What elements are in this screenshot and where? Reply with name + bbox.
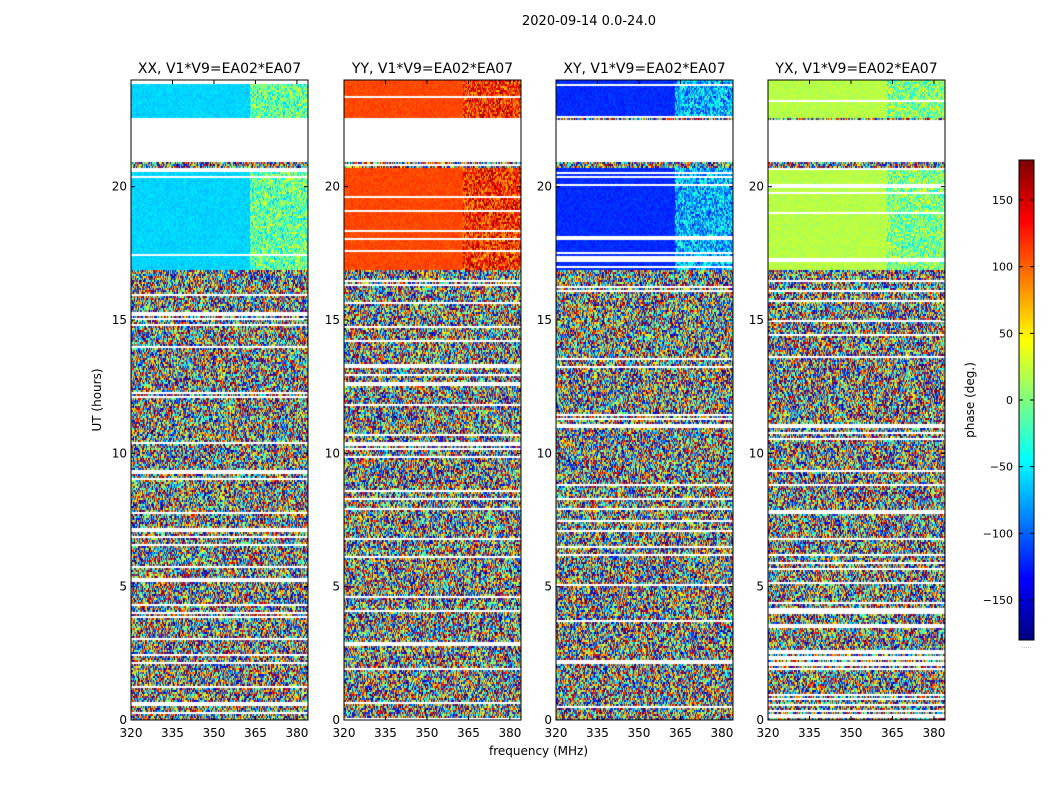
x-tick-label: 350 — [628, 726, 651, 740]
colorbar-tick-label: −100 — [983, 527, 1013, 540]
x-tick-label: 365 — [457, 726, 480, 740]
x-tick-label: 380 — [285, 726, 308, 740]
y-tick-label: 10 — [325, 446, 340, 460]
panel-frame — [130, 79, 309, 721]
colorbar-tick-label: −50 — [990, 461, 1013, 474]
y-tick-label: 15 — [749, 313, 764, 327]
y-tick-label: 10 — [537, 446, 552, 460]
x-tick-label: 320 — [333, 726, 356, 740]
y-tick-label: 15 — [537, 313, 552, 327]
y-tick-label: 20 — [537, 180, 552, 194]
heatmap-3 — [556, 80, 733, 720]
y-tick-label: 5 — [544, 580, 552, 594]
y-axis-label: UT (hours) — [90, 368, 104, 431]
panel-title: XX, V1*V9=EA02*EA07 — [138, 61, 301, 77]
x-tick-label: 380 — [498, 726, 521, 740]
x-tick-label: 335 — [586, 726, 609, 740]
x-tick-label: 350 — [203, 726, 226, 740]
x-tick-label: 320 — [120, 726, 143, 740]
colorbar-tick-label: 100 — [992, 261, 1013, 274]
x-tick-label: 335 — [798, 726, 821, 740]
panel-frame — [555, 79, 734, 721]
x-tick-label: 380 — [710, 726, 733, 740]
y-tick-label: 0 — [756, 713, 764, 727]
x-tick-label: 365 — [669, 726, 692, 740]
y-tick-label: 5 — [756, 580, 764, 594]
panel-frame — [343, 79, 522, 721]
panel-title: XY, V1*V9=EA02*EA07 — [563, 61, 725, 77]
heatmap-2 — [344, 80, 521, 720]
x-tick-label: 335 — [161, 726, 184, 740]
y-tick-label: 15 — [325, 313, 340, 327]
x-axis-label: frequency (MHz) — [489, 744, 588, 758]
y-tick-label: 0 — [119, 713, 127, 727]
y-tick-label: 10 — [749, 446, 764, 460]
colorbar-tick-label: 150 — [992, 194, 1013, 207]
y-tick-label: 5 — [119, 580, 127, 594]
x-tick-label: 350 — [840, 726, 863, 740]
y-tick-label: 0 — [332, 713, 340, 727]
x-tick-label: 365 — [244, 726, 267, 740]
colorbar-label: phase (deg.) — [963, 362, 977, 438]
y-tick-label: 15 — [112, 313, 127, 327]
x-tick-label: 365 — [881, 726, 904, 740]
x-tick-label: 350 — [416, 726, 439, 740]
x-tick-label: 380 — [922, 726, 945, 740]
y-tick-label: 0 — [544, 713, 552, 727]
y-tick-label: 5 — [332, 580, 340, 594]
panel-title: YY, V1*V9=EA02*EA07 — [351, 61, 513, 77]
x-tick-label: 335 — [374, 726, 397, 740]
colorbar-tick-label: −150 — [983, 594, 1013, 607]
colorbar-tick-label: 0 — [1006, 394, 1013, 407]
y-tick-label: 20 — [749, 180, 764, 194]
panel-title: YX, V1*V9=EA02*EA07 — [774, 61, 937, 77]
heatmap-1 — [131, 80, 308, 720]
heatmap-4 — [768, 80, 945, 720]
colorbar-gradient — [1019, 160, 1034, 640]
y-tick-label: 20 — [112, 180, 127, 194]
figure-title: 2020-09-14 0.0-24.0 — [522, 14, 656, 29]
panel-frame — [767, 79, 946, 721]
x-tick-label: 320 — [757, 726, 780, 740]
colorbar-tick-label: 50 — [999, 327, 1013, 340]
y-tick-label: 20 — [325, 180, 340, 194]
y-tick-label: 10 — [112, 446, 127, 460]
x-tick-label: 320 — [545, 726, 568, 740]
colorbar-footer: ..... — [1022, 643, 1032, 650]
